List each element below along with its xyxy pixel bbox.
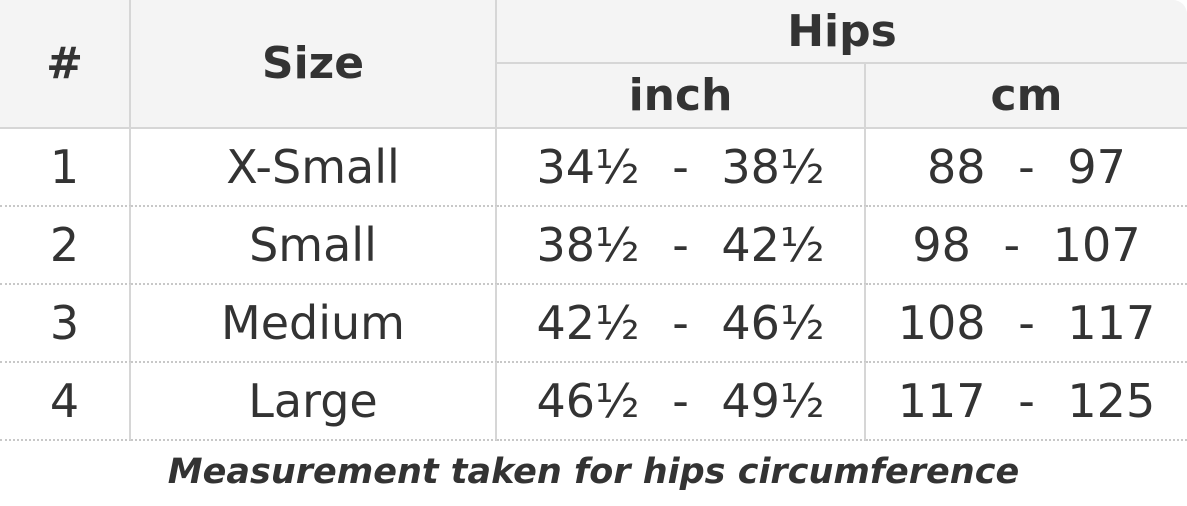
row-number: 3	[0, 283, 131, 361]
table-row: 2 Small 38½ - 42½ 98 - 107	[0, 205, 1187, 283]
row-number: 2	[0, 205, 131, 283]
row-number: 4	[0, 361, 131, 441]
inch-range: 38½ - 42½	[497, 205, 866, 283]
header-number: #	[0, 0, 131, 127]
cm-range: 88 - 97	[866, 127, 1187, 205]
header-cm: cm	[866, 62, 1187, 127]
header-group: Hips	[497, 0, 1187, 62]
table-body: 1 X-Small 34½ - 38½ 88 - 97 2 Small 38½ - 42½ 9…	[0, 127, 1187, 441]
table-row: 4 Large 46½ - 49½ 117 - 125	[0, 361, 1187, 441]
row-number: 1	[0, 127, 131, 205]
cm-range: 117 - 125	[866, 361, 1187, 441]
caption: Measurement taken for hips circumference	[167, 452, 1020, 492]
size-name: X-Small	[131, 127, 497, 205]
inch-range: 34½ - 38½	[497, 127, 866, 205]
inch-range: 42½ - 46½	[497, 283, 866, 361]
header-inch: inch	[497, 62, 866, 127]
size-name: Small	[131, 205, 497, 283]
table-row: 3 Medium 42½ - 46½ 108 - 117	[0, 283, 1187, 361]
header-size: Size	[131, 0, 497, 127]
table-row: 1 X-Small 34½ - 38½ 88 - 97	[0, 127, 1187, 205]
size-name: Large	[131, 361, 497, 441]
size-name: Medium	[131, 283, 497, 361]
inch-range: 46½ - 49½	[497, 361, 866, 441]
cm-range: 98 - 107	[866, 205, 1187, 283]
size-table: # Size Hips inch cm 1 X-Small 34½ - 38½ 88 …	[0, 0, 1187, 441]
cm-range: 108 - 117	[866, 283, 1187, 361]
